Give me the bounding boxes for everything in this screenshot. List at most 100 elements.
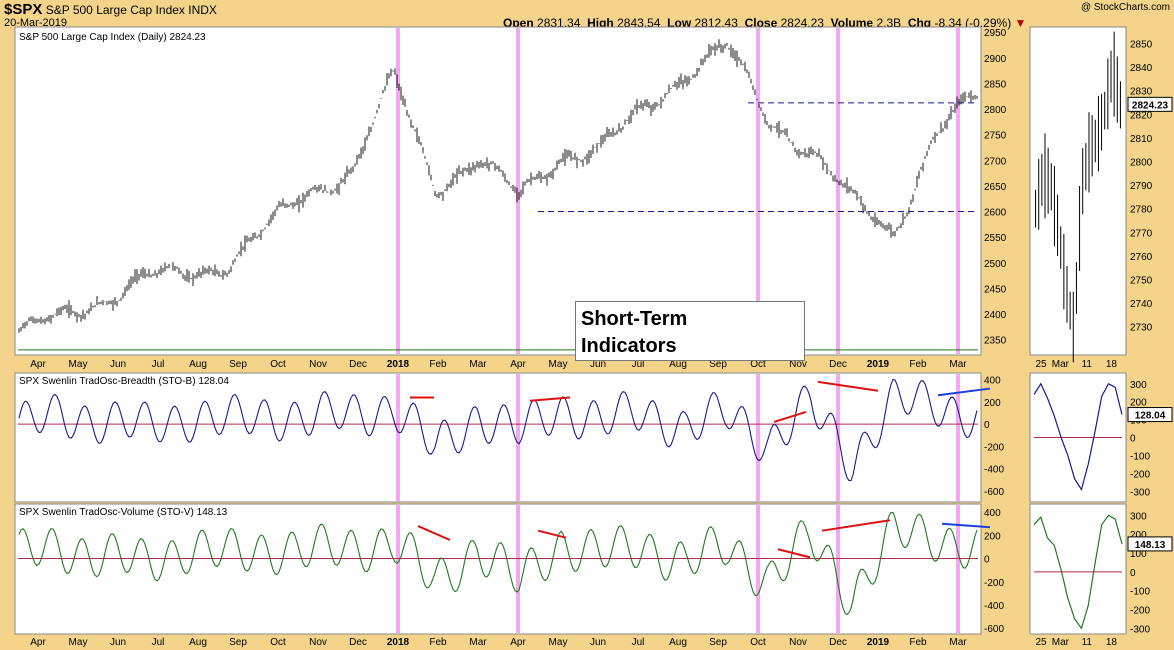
price-x-tick: Apr [510,359,526,370]
zoom-breadth-y-tick: -300 [1130,487,1150,498]
short-term-indicators-callout: Short-Term Indicators [575,301,805,361]
price-y-tick: 2650 [984,182,1007,193]
breadth-y-tick: -200 [984,442,1004,453]
volume-y-tick: -400 [984,601,1004,612]
zoom-volume-x-tick: 25 [1035,637,1047,648]
highlight-band [756,28,760,354]
zoom-price-y-tick: 2830 [1130,87,1153,98]
zoom-breadth-line [1033,382,1123,491]
zoom-volume-x-tick: 11 [1082,637,1093,648]
volume-y-tick: -600 [984,624,1004,635]
zoom-breadth-y-tick: -100 [1130,451,1150,462]
price-x-tick: Mar [949,359,967,370]
divergence-line [817,380,879,392]
volume-x-tick: Jun [110,637,126,648]
volume-x-tick: Feb [429,637,447,648]
zoom-breadth-y-tick: 0 [1130,434,1136,445]
price-y-tick: 2700 [984,156,1007,167]
volume-y-tick: 400 [984,508,1001,519]
zoom-volume-y-tick: 300 [1130,511,1147,522]
price-x-tick: 2019 [867,359,890,370]
breadth-y-tick: -400 [984,465,1004,476]
price-x-tick: Mar [469,359,487,370]
highlight-band [516,374,520,501]
volume-x-tick: Apr [30,637,46,648]
volume-x-tick: 2018 [387,637,410,648]
breadth-y-tick: 400 [984,376,1001,387]
zoom-price-y-tick: 2740 [1130,299,1153,310]
price-x-tick: Aug [189,359,207,370]
price-y-tick: 2500 [984,259,1007,270]
zoom-price-x-tick: 11 [1082,359,1093,370]
price-x-tick: Jul [632,359,645,370]
price-x-tick: Feb [909,359,927,370]
zoom-volume-panel [1029,503,1127,635]
highlight-band [756,374,760,501]
zoom-volume-y-tick: -200 [1130,606,1150,617]
divergence-line [937,387,991,397]
volume-x-tick: Dec [349,637,367,648]
volume-x-tick: Apr [510,637,526,648]
zoom-price-x-tick: Mar [1052,359,1070,370]
zoom-price-y-tick: 2730 [1130,323,1153,334]
breadth-y-tick: 200 [984,398,1001,409]
highlight-band [836,374,840,501]
zoom-price-y-tick: 2800 [1130,158,1153,169]
price-x-tick: Sep [229,359,247,370]
price-y-tick: 2800 [984,105,1007,116]
zoom-price-y-tick: 2780 [1130,205,1153,216]
value-badge-text: 2824.23 [1132,100,1169,111]
price-x-tick: Dec [829,359,847,370]
volume-x-tick: Mar [949,637,967,648]
chart-date: 20-Mar-2019 [4,17,67,29]
down-arrow-icon: ▼ [1014,16,1027,30]
price-y-tick: 2900 [984,54,1007,65]
divergence-line [941,522,991,529]
price-x-tick: Aug [669,359,687,370]
volume-x-tick: Aug [189,637,207,648]
price-x-tick: May [549,359,568,370]
divergence-line [417,525,451,541]
volume-y-tick: 0 [984,555,990,566]
price-x-tick: Jun [590,359,606,370]
ticker-symbol: $SPX [4,1,43,18]
breadth-panel-title: SPX Swenlin TradOsc-Breadth (STO-B) 128.… [19,376,229,387]
highlight-band [396,505,400,633]
highlight-band [396,374,400,501]
divergence-line [529,396,571,402]
highlight-band [956,505,960,633]
zoom-volume-x-tick: Mar [1052,637,1070,648]
price-y-tick: 2550 [984,233,1007,244]
breadth-y-tick: 0 [984,420,990,431]
zoom-volume-y-tick: -300 [1130,624,1150,635]
price-x-tick: May [69,359,88,370]
price-x-tick: Jul [152,359,165,370]
volume-x-tick: Sep [229,637,247,648]
price-x-tick: Oct [270,359,286,370]
zoom-price-y-tick: 2760 [1130,252,1153,263]
divergence-line [821,519,891,532]
volume-y-tick: 200 [984,531,1001,542]
zoom-breadth-y-tick: 300 [1130,380,1147,391]
zoom-breadth-last-value: 128.04 [1127,407,1173,423]
volume-x-tick: Jun [590,637,606,648]
volume-x-tick: May [69,637,88,648]
zoom-price-y-tick: 2810 [1130,134,1153,145]
price-x-tick: Sep [709,359,727,370]
index-name: S&P 500 Large Cap Index [45,3,185,17]
divergence-line [537,529,567,539]
volume-series-line [18,512,978,616]
price-x-tick: Feb [429,359,447,370]
divergence-line [777,548,811,559]
breadth-y-tick: -600 [984,487,1004,498]
price-x-tick: Oct [750,359,766,370]
price-y-tick: 2350 [984,336,1007,347]
price-y-tick: 2950 [984,28,1007,39]
zoom-volume-line [1033,514,1123,630]
price-x-tick: Dec [349,359,367,370]
volume-y-tick: -200 [984,578,1004,589]
price-y-tick: 2750 [984,131,1007,142]
volume-x-tick: Mar [469,637,487,648]
highlight-band [836,505,840,633]
